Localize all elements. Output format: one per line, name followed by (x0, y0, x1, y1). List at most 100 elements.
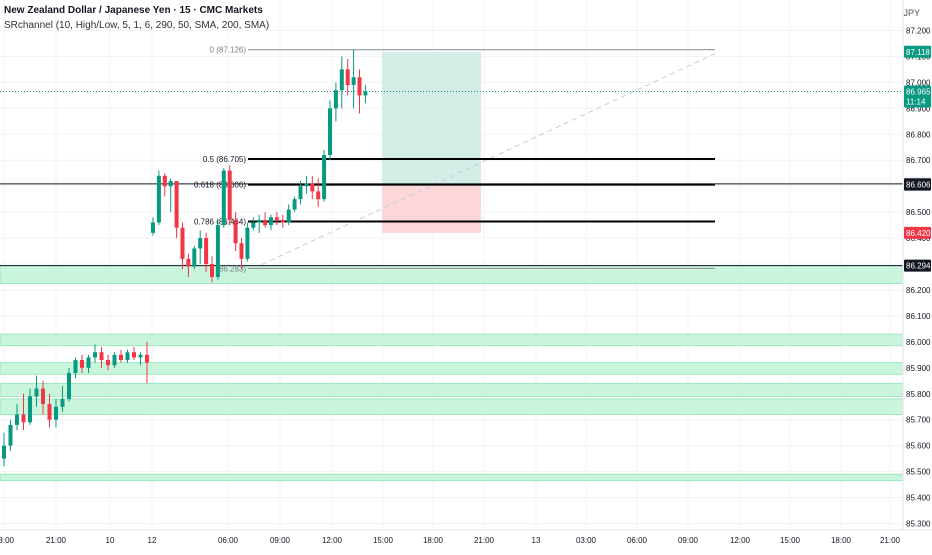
candle-body (192, 248, 197, 267)
candle (106, 354, 110, 371)
candle-body (151, 222, 155, 233)
candle (245, 222, 250, 262)
candle (21, 393, 26, 431)
candle-body (47, 404, 52, 420)
sr-zones (0, 265, 904, 482)
fib-level-label: 0.786 (86.464) (194, 217, 246, 226)
candle-body (357, 77, 362, 96)
candle (239, 238, 244, 270)
candle-body (73, 360, 78, 374)
candle (215, 219, 220, 280)
candle-body (351, 77, 356, 85)
time-tick-label: 09:00 (270, 536, 291, 545)
candle-body (174, 180, 179, 228)
candle (227, 165, 232, 226)
price-axis-badge: 86.606 (904, 178, 931, 191)
position-target-area (382, 51, 481, 185)
projection-line (261, 53, 716, 265)
candle-body (125, 352, 130, 361)
time-tick-label: 15:00 (373, 536, 394, 545)
candle (156, 170, 161, 226)
candle (138, 352, 143, 366)
time-tick-label: 06:00 (627, 536, 648, 545)
time-tick-label: 13 (532, 536, 541, 545)
time-axis[interactable]: 18:00 21:00 10 12 06:00 09:00 12:00 15:00 18:00 2… (0, 529, 932, 550)
candle-body (227, 170, 232, 220)
candle-body (106, 360, 110, 366)
currency-label: JPY (903, 8, 920, 18)
price-tick-label: 85.900 (906, 364, 931, 373)
candle-body (86, 357, 91, 368)
candle-body (274, 217, 279, 220)
candle (251, 217, 256, 231)
candle-body (60, 398, 65, 407)
fibonacci-retracement[interactable]: 0 (87.126) 0.5 (86.705) 0.618 (86.606) 0.78… (194, 46, 715, 274)
price-badge-value: 86.606 (906, 181, 931, 190)
candle-body (245, 227, 250, 259)
candle-body (186, 258, 191, 267)
candle (363, 84, 368, 104)
time-tick-label: 06:00 (218, 536, 239, 545)
candle-body (298, 186, 303, 200)
price-tick-label: 85.700 (906, 416, 931, 425)
candle-body (2, 445, 6, 459)
sr-zone (0, 473, 904, 482)
candle (357, 69, 362, 114)
candle (67, 367, 71, 402)
price-badge-bg (904, 259, 931, 272)
candle (60, 385, 65, 412)
candle-body (41, 388, 45, 405)
candle (2, 432, 6, 467)
price-axis[interactable]: 87.20087.10087.00086.90086.80086.70086.6… (902, 0, 932, 550)
candle-body (292, 199, 297, 210)
time-tick-label: 12 (148, 536, 157, 545)
sr-zone (0, 382, 904, 397)
candle-body (138, 354, 143, 358)
candle-body (251, 222, 256, 228)
candle-body (345, 69, 350, 85)
price-axis-labels: 87.11886.96511:1486.60986.60686.42086.29… (904, 45, 931, 272)
time-tick-label: 10 (106, 536, 115, 545)
price-tick-label: 86.000 (906, 338, 931, 347)
candle (80, 354, 84, 374)
candle (162, 173, 167, 197)
candle (41, 380, 45, 415)
sr-zone (0, 362, 904, 375)
price-tick-label: 86.800 (906, 130, 931, 139)
time-tick-label: 21:00 (474, 536, 495, 545)
candle (15, 404, 19, 431)
candle (269, 214, 273, 231)
candle (34, 375, 39, 407)
price-badge-bg (904, 85, 931, 108)
time-axis-bg (0, 530, 932, 550)
long-position-tool[interactable] (261, 51, 716, 265)
price-badge-bg (904, 178, 931, 191)
candle-body (286, 209, 291, 223)
candle (210, 256, 214, 283)
candle (339, 56, 344, 109)
candle-body (269, 217, 273, 226)
candle (257, 214, 262, 233)
candle-body (239, 243, 244, 259)
price-tick-label: 87.000 (906, 78, 931, 87)
time-tick-label: 09:00 (678, 536, 699, 545)
time-tick-label: 21:00 (880, 536, 901, 545)
candle (304, 175, 309, 194)
symbol-title[interactable]: New Zealand Dollar / Japanese Yen · 15 ·… (4, 5, 263, 16)
candle (198, 230, 203, 265)
candle (119, 349, 123, 363)
time-tick-label: 12:00 (730, 536, 751, 545)
candle (99, 347, 104, 368)
candle-body (257, 219, 262, 223)
candle-body (363, 91, 368, 96)
indicator-legend[interactable]: SRchannel (10, High/Low, 5, 1, 6, 290, 5… (4, 20, 270, 31)
candle (86, 354, 91, 374)
price-badge-value: 86.294 (906, 262, 931, 271)
candle-body (310, 183, 315, 192)
candle-body (180, 227, 185, 259)
price-tick-label: 85.600 (906, 442, 931, 451)
time-tick-label: 18:00 (831, 536, 852, 545)
time-tick-label: 18:00 (0, 536, 15, 545)
